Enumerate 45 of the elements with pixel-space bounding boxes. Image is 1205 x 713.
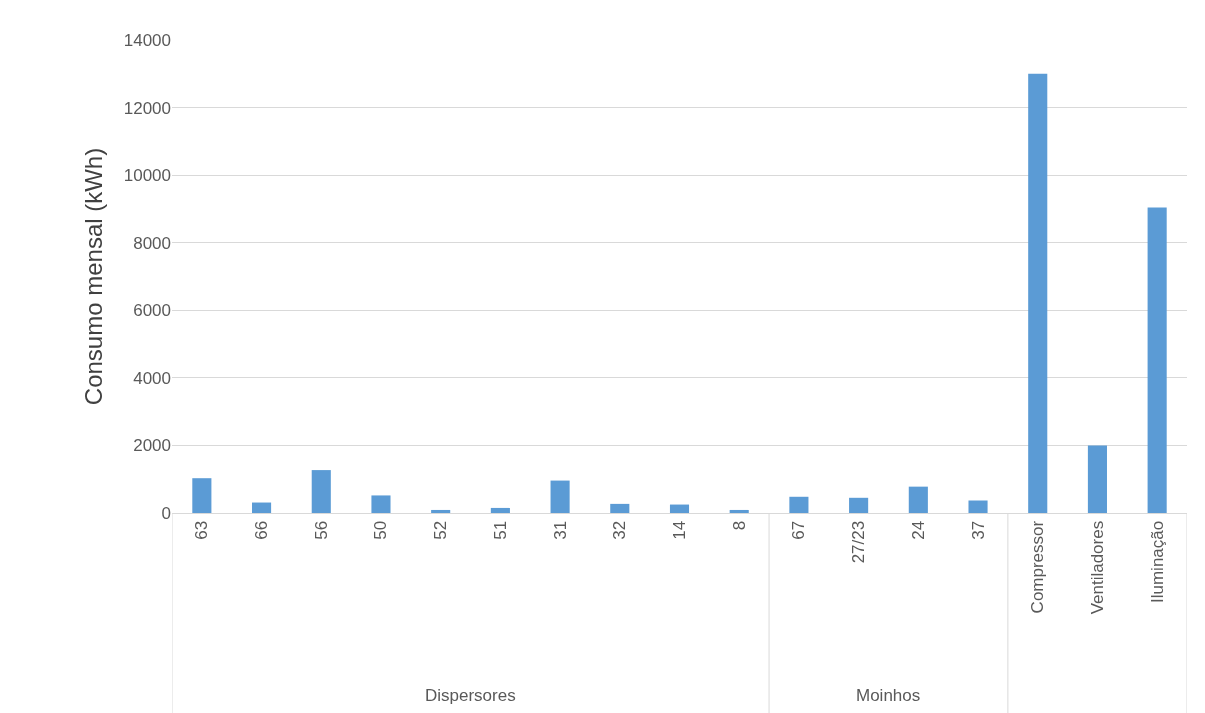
x-tick-label: 63 bbox=[192, 520, 212, 540]
bar bbox=[1028, 73, 1048, 513]
bar bbox=[669, 504, 690, 513]
bar bbox=[908, 486, 928, 513]
x-tick-label: 50 bbox=[371, 520, 391, 540]
bar bbox=[968, 500, 988, 513]
x-tick-label: Compressor bbox=[1028, 520, 1048, 614]
x-tick-label: 37 bbox=[968, 520, 988, 540]
y-tick-label: 2000 bbox=[133, 436, 171, 456]
bar bbox=[1087, 445, 1107, 513]
x-tick-label: 8 bbox=[729, 520, 749, 531]
x-tick-label: 32 bbox=[610, 520, 630, 540]
bar bbox=[1147, 207, 1167, 513]
x-tick-label: 56 bbox=[311, 520, 331, 540]
x-tick-label: 14 bbox=[670, 520, 690, 540]
bar bbox=[729, 509, 749, 513]
bar bbox=[371, 495, 391, 513]
x-tick-label: 24 bbox=[908, 520, 928, 540]
text: Moinhos bbox=[856, 686, 921, 705]
bar bbox=[789, 496, 809, 513]
y-tick-label: 4000 bbox=[133, 368, 171, 388]
text: Dispersores bbox=[425, 686, 516, 705]
x-tick-label: 66 bbox=[252, 520, 272, 540]
y-tick-label: 8000 bbox=[133, 233, 171, 253]
y-axis-title: Consumo mensal (kWh) bbox=[79, 147, 107, 406]
x-tick-label: 27/23 bbox=[849, 520, 869, 564]
y-tick-label: 12000 bbox=[123, 98, 171, 118]
bar bbox=[311, 470, 331, 513]
x-tick-label: 51 bbox=[490, 520, 510, 540]
bar bbox=[610, 503, 630, 513]
x-tick-label: Ventiladores bbox=[1087, 520, 1107, 615]
x-tick-label: 31 bbox=[550, 520, 570, 540]
bar bbox=[431, 509, 451, 513]
y-tick-label: 6000 bbox=[133, 301, 171, 321]
x-tick-label: 67 bbox=[789, 520, 809, 540]
y-tick-label: 10000 bbox=[123, 166, 171, 186]
x-tick-label: Iluminação bbox=[1147, 520, 1167, 604]
bar bbox=[192, 478, 212, 513]
bar bbox=[252, 502, 272, 513]
bar bbox=[550, 480, 570, 513]
y-tick-label: 0 bbox=[161, 503, 171, 523]
bar bbox=[849, 497, 869, 513]
x-tick-label: 52 bbox=[431, 520, 451, 540]
bar bbox=[490, 507, 510, 513]
y-tick-label: 14000 bbox=[123, 30, 171, 50]
